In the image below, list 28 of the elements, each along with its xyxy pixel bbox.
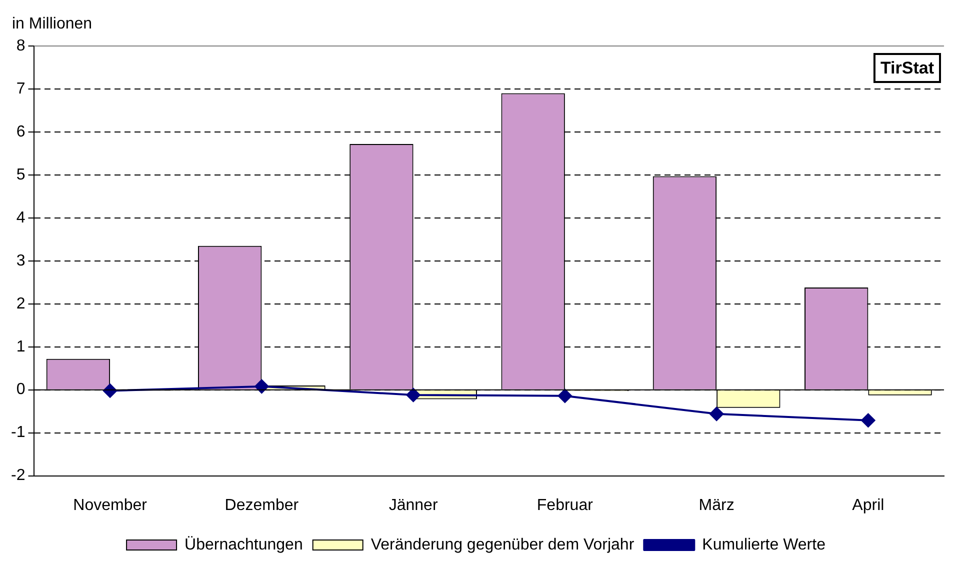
x-tick-label: März [698,496,734,514]
point [861,413,876,428]
legend-label: Kumulierte Werte [702,536,826,554]
y-tick-label: 4 [16,209,26,226]
legend-label: Veränderung gegenüber dem Vorjahr [370,536,635,554]
y-tick-label: 2 [16,295,26,312]
x-tick-label: Dezember [224,496,300,514]
x-tick-label: April [852,496,884,514]
point [406,388,420,402]
y-tick-label: 6 [16,123,26,140]
y-tick-label: 7 [16,80,26,98]
legend-label: Übernachtungen [184,535,303,554]
point [558,388,572,403]
point [254,379,269,394]
y-tick-label: 1 [16,338,26,356]
x-tick-label: November [73,496,148,514]
x-tick-label: Jänner [388,496,438,514]
point [103,384,118,398]
annotation: TirStat [880,58,934,78]
y-tick-label: 0 [16,381,26,398]
x-tick-label: Februar [536,496,594,514]
y-tick-label: -2 [10,467,26,484]
y-axis-title: in Millionen [12,15,92,32]
y-tick-label: -1 [10,424,26,442]
y-tick-label: 3 [16,252,26,270]
y-tick-label: 8 [16,37,26,54]
point [710,406,724,421]
y-tick-label: 5 [16,166,26,184]
